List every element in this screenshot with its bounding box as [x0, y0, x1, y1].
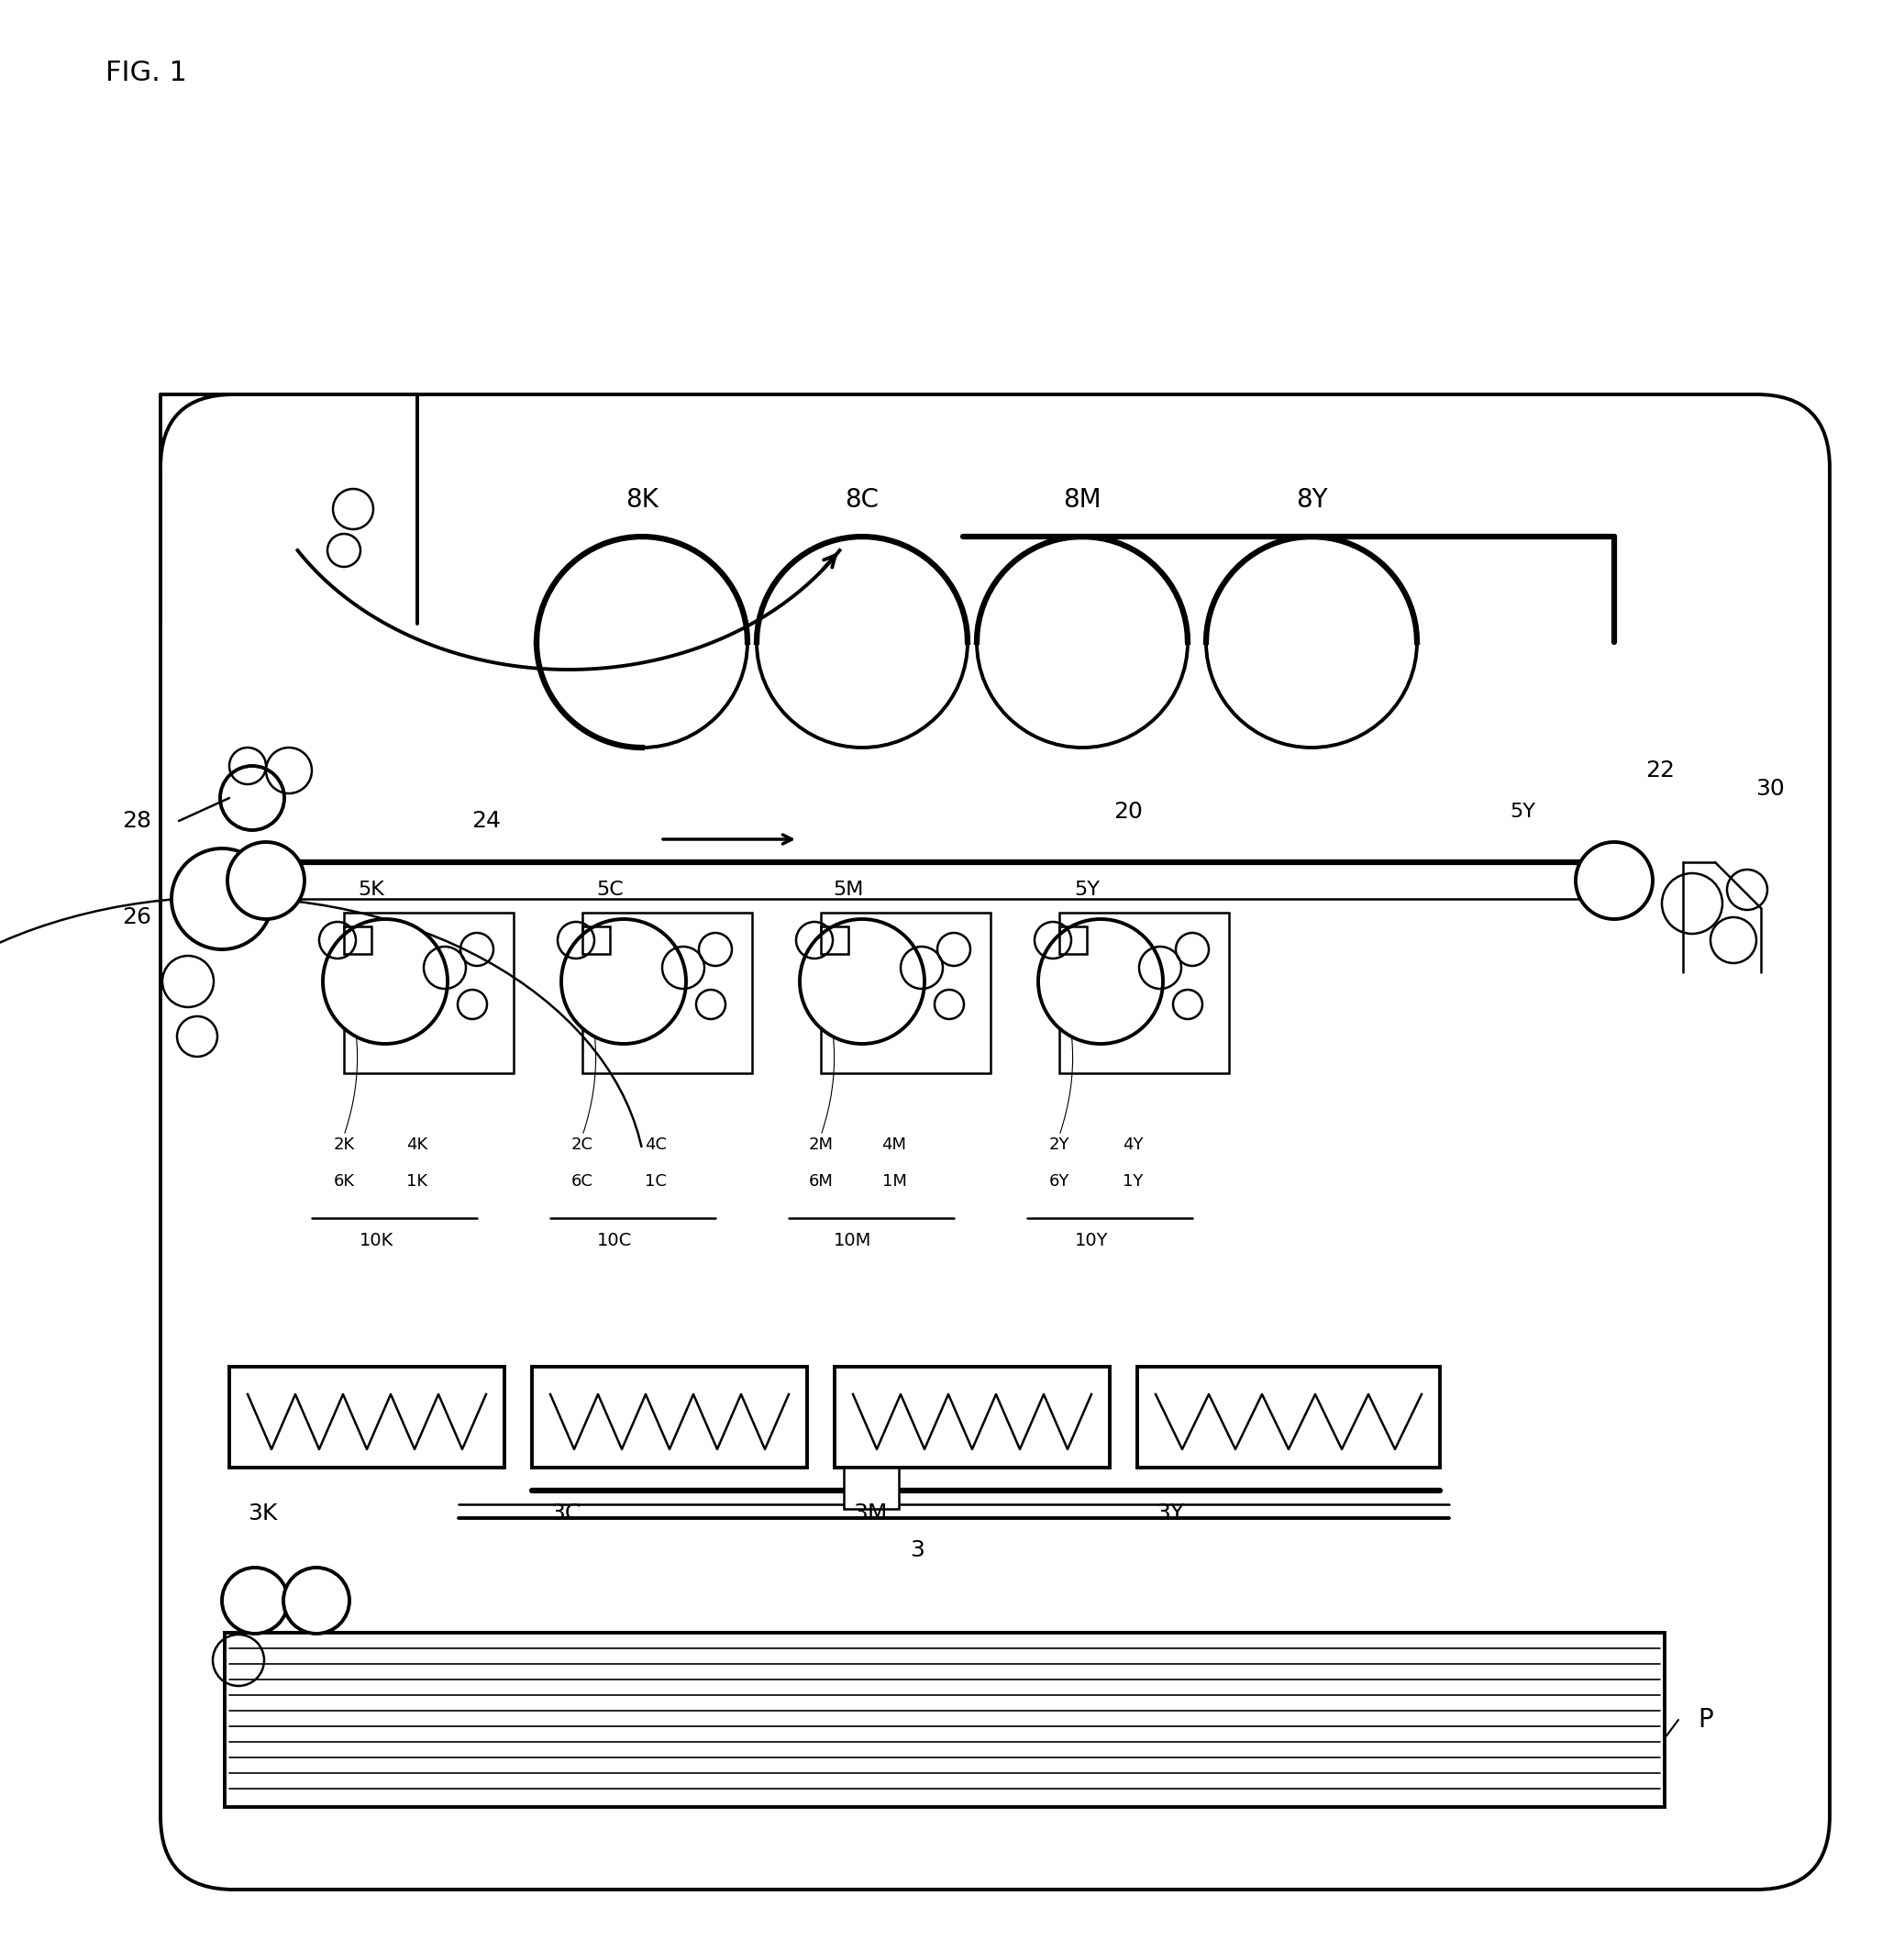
Bar — [821, 927, 849, 954]
Text: 4Y: 4Y — [1121, 1137, 1142, 1153]
Circle shape — [227, 843, 305, 919]
Text: 1K: 1K — [407, 1173, 428, 1190]
Text: 10C: 10C — [598, 1233, 632, 1251]
Text: 20: 20 — [1114, 800, 1142, 823]
Bar — [531, 1368, 807, 1467]
Circle shape — [284, 1567, 350, 1633]
Text: 5M: 5M — [834, 880, 864, 899]
Bar — [345, 927, 371, 954]
Text: 24: 24 — [472, 810, 501, 831]
Text: 6M: 6M — [809, 1173, 834, 1190]
Bar — [583, 913, 752, 1073]
Circle shape — [324, 919, 447, 1044]
Text: 4C: 4C — [645, 1137, 666, 1153]
Circle shape — [800, 919, 925, 1044]
Text: 3C: 3C — [550, 1502, 581, 1524]
Text: 1Y: 1Y — [1123, 1173, 1142, 1190]
Text: 22: 22 — [1645, 759, 1676, 782]
Text: FIG. 1: FIG. 1 — [105, 60, 187, 86]
Text: 5C: 5C — [596, 880, 623, 899]
Text: 1M: 1M — [882, 1173, 906, 1190]
Text: 6Y: 6Y — [1049, 1173, 1070, 1190]
Text: 8K: 8K — [626, 488, 659, 513]
Text: 4K: 4K — [407, 1137, 428, 1153]
Circle shape — [1038, 919, 1163, 1044]
Text: 6C: 6C — [571, 1173, 594, 1190]
Text: 3Y: 3Y — [1156, 1502, 1184, 1524]
Text: 5Y: 5Y — [1510, 802, 1535, 821]
Text: 2M: 2M — [809, 1137, 834, 1153]
Text: 26: 26 — [122, 907, 150, 929]
Bar — [345, 913, 514, 1073]
Text: 10M: 10M — [834, 1233, 872, 1251]
Text: 2C: 2C — [571, 1137, 594, 1153]
Bar — [1059, 927, 1087, 954]
Text: 3M: 3M — [853, 1502, 887, 1524]
Bar — [583, 927, 609, 954]
Bar — [821, 913, 990, 1073]
Text: P: P — [1698, 1707, 1714, 1732]
Text: 3K: 3K — [248, 1502, 278, 1524]
Bar — [843, 1467, 899, 1508]
Text: 1C: 1C — [645, 1173, 666, 1190]
Text: 8C: 8C — [845, 488, 880, 513]
Text: 28: 28 — [122, 810, 150, 831]
Text: 10K: 10K — [360, 1233, 392, 1251]
Circle shape — [171, 849, 272, 950]
Text: 3: 3 — [910, 1539, 925, 1561]
Text: 2K: 2K — [333, 1137, 354, 1153]
Text: 8Y: 8Y — [1295, 488, 1327, 513]
Text: 6K: 6K — [333, 1173, 354, 1190]
Text: 30: 30 — [1755, 778, 1784, 800]
Bar — [1059, 913, 1228, 1073]
Circle shape — [562, 919, 685, 1044]
Bar — [225, 1633, 1664, 1807]
Text: 5K: 5K — [358, 880, 385, 899]
Bar — [834, 1368, 1110, 1467]
Text: 5Y: 5Y — [1074, 880, 1101, 899]
Bar — [1137, 1368, 1439, 1467]
Circle shape — [1577, 843, 1653, 919]
Text: 2Y: 2Y — [1049, 1137, 1070, 1153]
Text: 4M: 4M — [882, 1137, 906, 1153]
Circle shape — [223, 1567, 288, 1633]
Bar — [228, 1368, 505, 1467]
Text: 10Y: 10Y — [1074, 1233, 1108, 1251]
Text: 8M: 8M — [1062, 488, 1101, 513]
